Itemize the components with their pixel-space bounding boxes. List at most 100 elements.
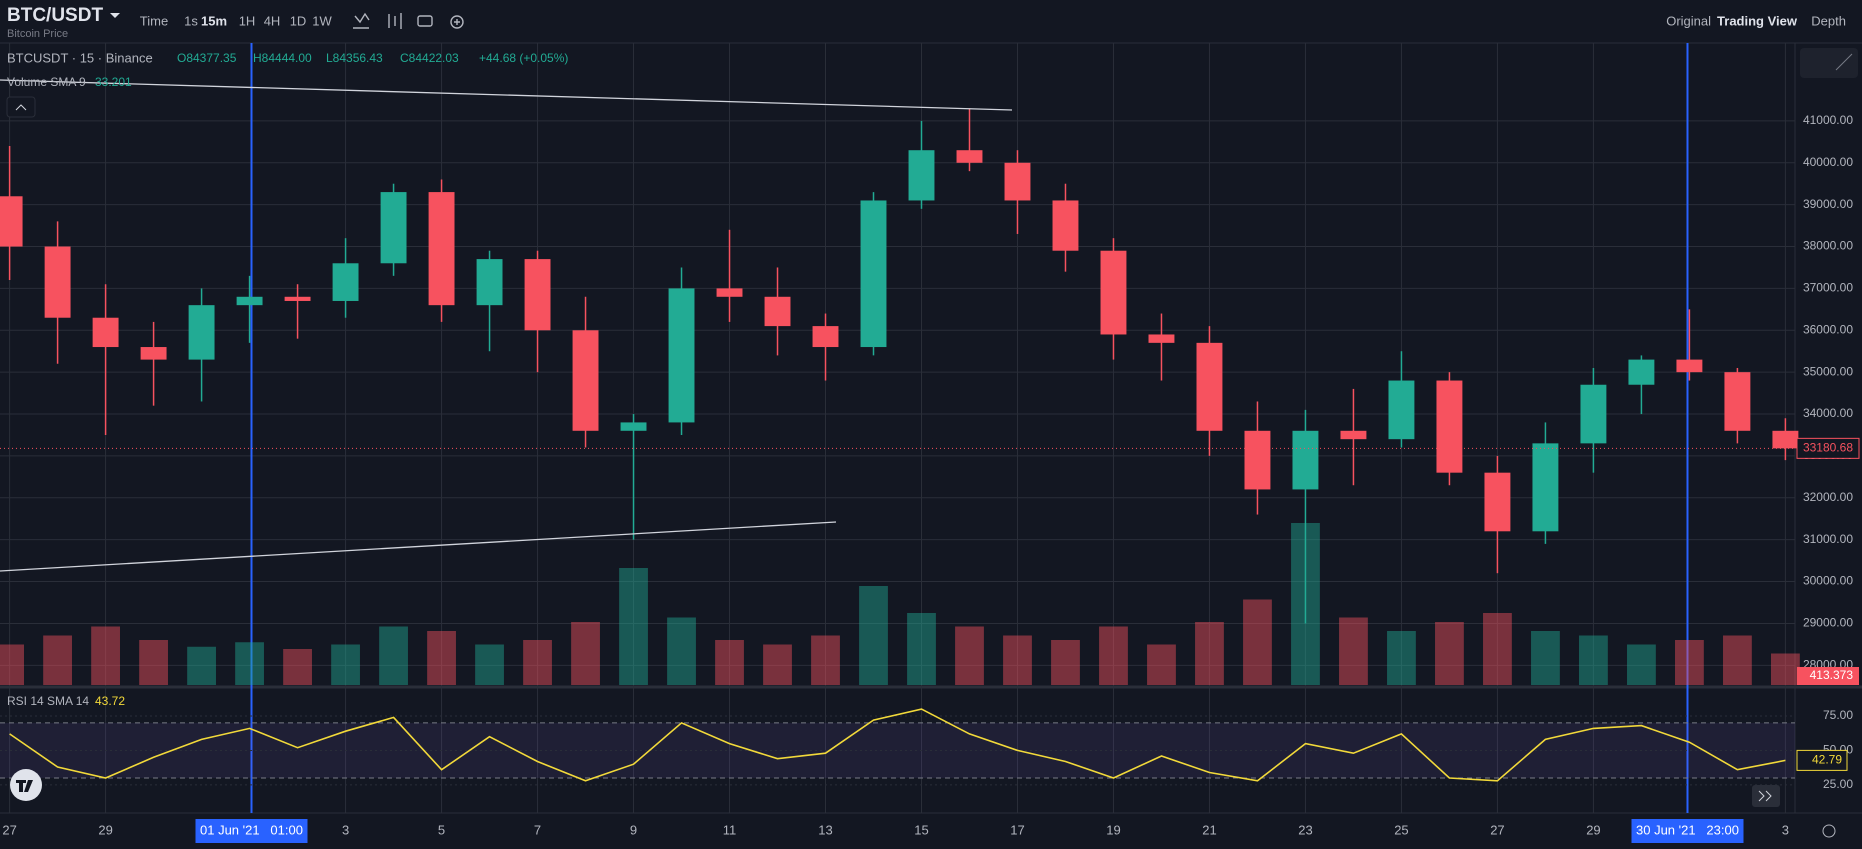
candle-body xyxy=(1628,359,1655,385)
candle-body xyxy=(188,305,215,360)
tv-logo-mark xyxy=(16,780,33,792)
interval-button[interactable]: 1H xyxy=(239,13,256,28)
candle-body xyxy=(92,317,119,348)
volume-bar xyxy=(1531,631,1560,685)
candle-body xyxy=(1148,334,1175,343)
interval-button[interactable]: 1s xyxy=(184,13,198,28)
rsi-last-label: 42.79 xyxy=(1812,753,1842,767)
candle-body xyxy=(44,246,71,318)
view-button[interactable]: Trading View xyxy=(1717,13,1798,28)
x-tick-label: 3 xyxy=(1782,822,1789,837)
interval-button[interactable]: Time xyxy=(140,13,168,28)
legend-symbol: BTCUSDT · 15 · Binance xyxy=(7,50,153,65)
volume-legend: Volume SMA 9 xyxy=(7,75,86,89)
add-icon[interactable] xyxy=(450,15,464,29)
symbol-dropdown[interactable] xyxy=(110,13,120,18)
snapshot-icon[interactable] xyxy=(417,15,433,27)
candle-body xyxy=(524,259,551,331)
volume-bar xyxy=(907,613,936,685)
y-tick-label: 38000.00 xyxy=(1803,239,1853,253)
candle-body xyxy=(1436,380,1463,473)
candle-body xyxy=(620,422,647,431)
indicator-icon[interactable] xyxy=(353,12,370,29)
collapse-icon xyxy=(15,104,27,111)
x-tick-label: 30 Jun '21 23:00 xyxy=(1636,822,1739,837)
x-tick-label: 23 xyxy=(1298,822,1312,837)
volume-bar xyxy=(1051,640,1080,685)
candle-body xyxy=(1100,250,1127,335)
volume xyxy=(0,523,1800,685)
volume-bar xyxy=(1675,640,1704,685)
y-tick-label: 35000.00 xyxy=(1803,364,1853,378)
volume-bar xyxy=(1771,653,1800,685)
settings-icon[interactable] xyxy=(1822,824,1836,838)
candle-body xyxy=(332,263,359,301)
last-price-label: 33180.68 xyxy=(1803,441,1853,455)
volume-bar xyxy=(619,568,648,685)
trend-line[interactable] xyxy=(0,521,837,572)
x-tick-label: 11 xyxy=(723,822,737,837)
x-tick-label: 25 xyxy=(1394,822,1408,837)
x-tick-label: 27 xyxy=(1490,822,1504,837)
drawing-toggle[interactable] xyxy=(1800,48,1858,78)
x-tick-label: 3 xyxy=(342,822,349,837)
volume-bar xyxy=(955,626,984,685)
ohlc-value: +44.68 (+0.05%) xyxy=(479,51,568,65)
y-tick-label: 30000.00 xyxy=(1803,574,1853,588)
candle-body xyxy=(956,150,983,163)
candle-body xyxy=(236,296,263,306)
volume-readout: 33.201 xyxy=(95,75,132,89)
candle-body xyxy=(572,330,599,431)
trend-line[interactable] xyxy=(0,79,1013,111)
volume-bar xyxy=(1243,599,1272,685)
scroll-right-button[interactable] xyxy=(1752,785,1780,807)
x-tick-label: 29 xyxy=(98,822,112,837)
interval-button[interactable]: 1D xyxy=(290,13,307,28)
candle-body xyxy=(716,288,743,297)
add-icon-plus xyxy=(454,19,460,25)
rsi-readout: 43.72 xyxy=(95,694,125,708)
candle-body xyxy=(1244,430,1271,490)
time-label-box xyxy=(1631,819,1744,843)
y-tick-label: 37000.00 xyxy=(1803,281,1853,295)
candle-body xyxy=(764,296,791,327)
candle-body xyxy=(428,192,455,306)
view-switch: Original Trading View Depth xyxy=(1666,13,1846,28)
ohlc-value: H84444.00 xyxy=(253,51,312,65)
collapse-button[interactable] xyxy=(6,96,36,118)
x-tick-label: 5 xyxy=(438,822,445,837)
volume-bar xyxy=(139,640,168,685)
interval-button[interactable]: 15m xyxy=(201,13,227,28)
interval-button[interactable]: 4H xyxy=(264,13,281,28)
volume-bar xyxy=(1099,626,1128,685)
candle-body xyxy=(1196,342,1223,431)
interval-bar: Time 1s 15m 1H 4H 1D 1W xyxy=(140,13,333,28)
subtitle[interactable]: Bitcoin Price xyxy=(7,28,68,40)
volume-bar xyxy=(1627,644,1656,685)
volume-bar xyxy=(379,626,408,685)
volume-bar xyxy=(331,644,360,685)
ohlc-value: L84356.43 xyxy=(326,51,383,65)
volume-bar xyxy=(1195,622,1224,685)
chart-type-icon[interactable] xyxy=(388,13,402,29)
candles xyxy=(0,108,1799,624)
x-tick-label: 7 xyxy=(534,822,541,837)
y-tick-label: 32000.00 xyxy=(1803,490,1853,504)
symbol-title[interactable]: BTC/USDT xyxy=(7,5,103,26)
interval-button[interactable]: 1W xyxy=(312,13,332,28)
tv-logo[interactable] xyxy=(10,769,42,801)
volume-bar xyxy=(283,649,312,685)
toolbar-icons xyxy=(353,12,464,29)
candle-body xyxy=(1484,472,1511,532)
drawing-icon xyxy=(1835,53,1853,71)
y-tick-label: 39000.00 xyxy=(1803,197,1853,211)
volume-bar xyxy=(667,617,696,685)
view-button[interactable]: Original xyxy=(1666,13,1711,28)
rsi-line xyxy=(9,708,1786,782)
y-tick-label: 31000.00 xyxy=(1803,532,1853,546)
volume-bar xyxy=(571,622,600,685)
rsi-last-box xyxy=(1796,749,1848,771)
view-button[interactable]: Depth xyxy=(1811,13,1846,28)
